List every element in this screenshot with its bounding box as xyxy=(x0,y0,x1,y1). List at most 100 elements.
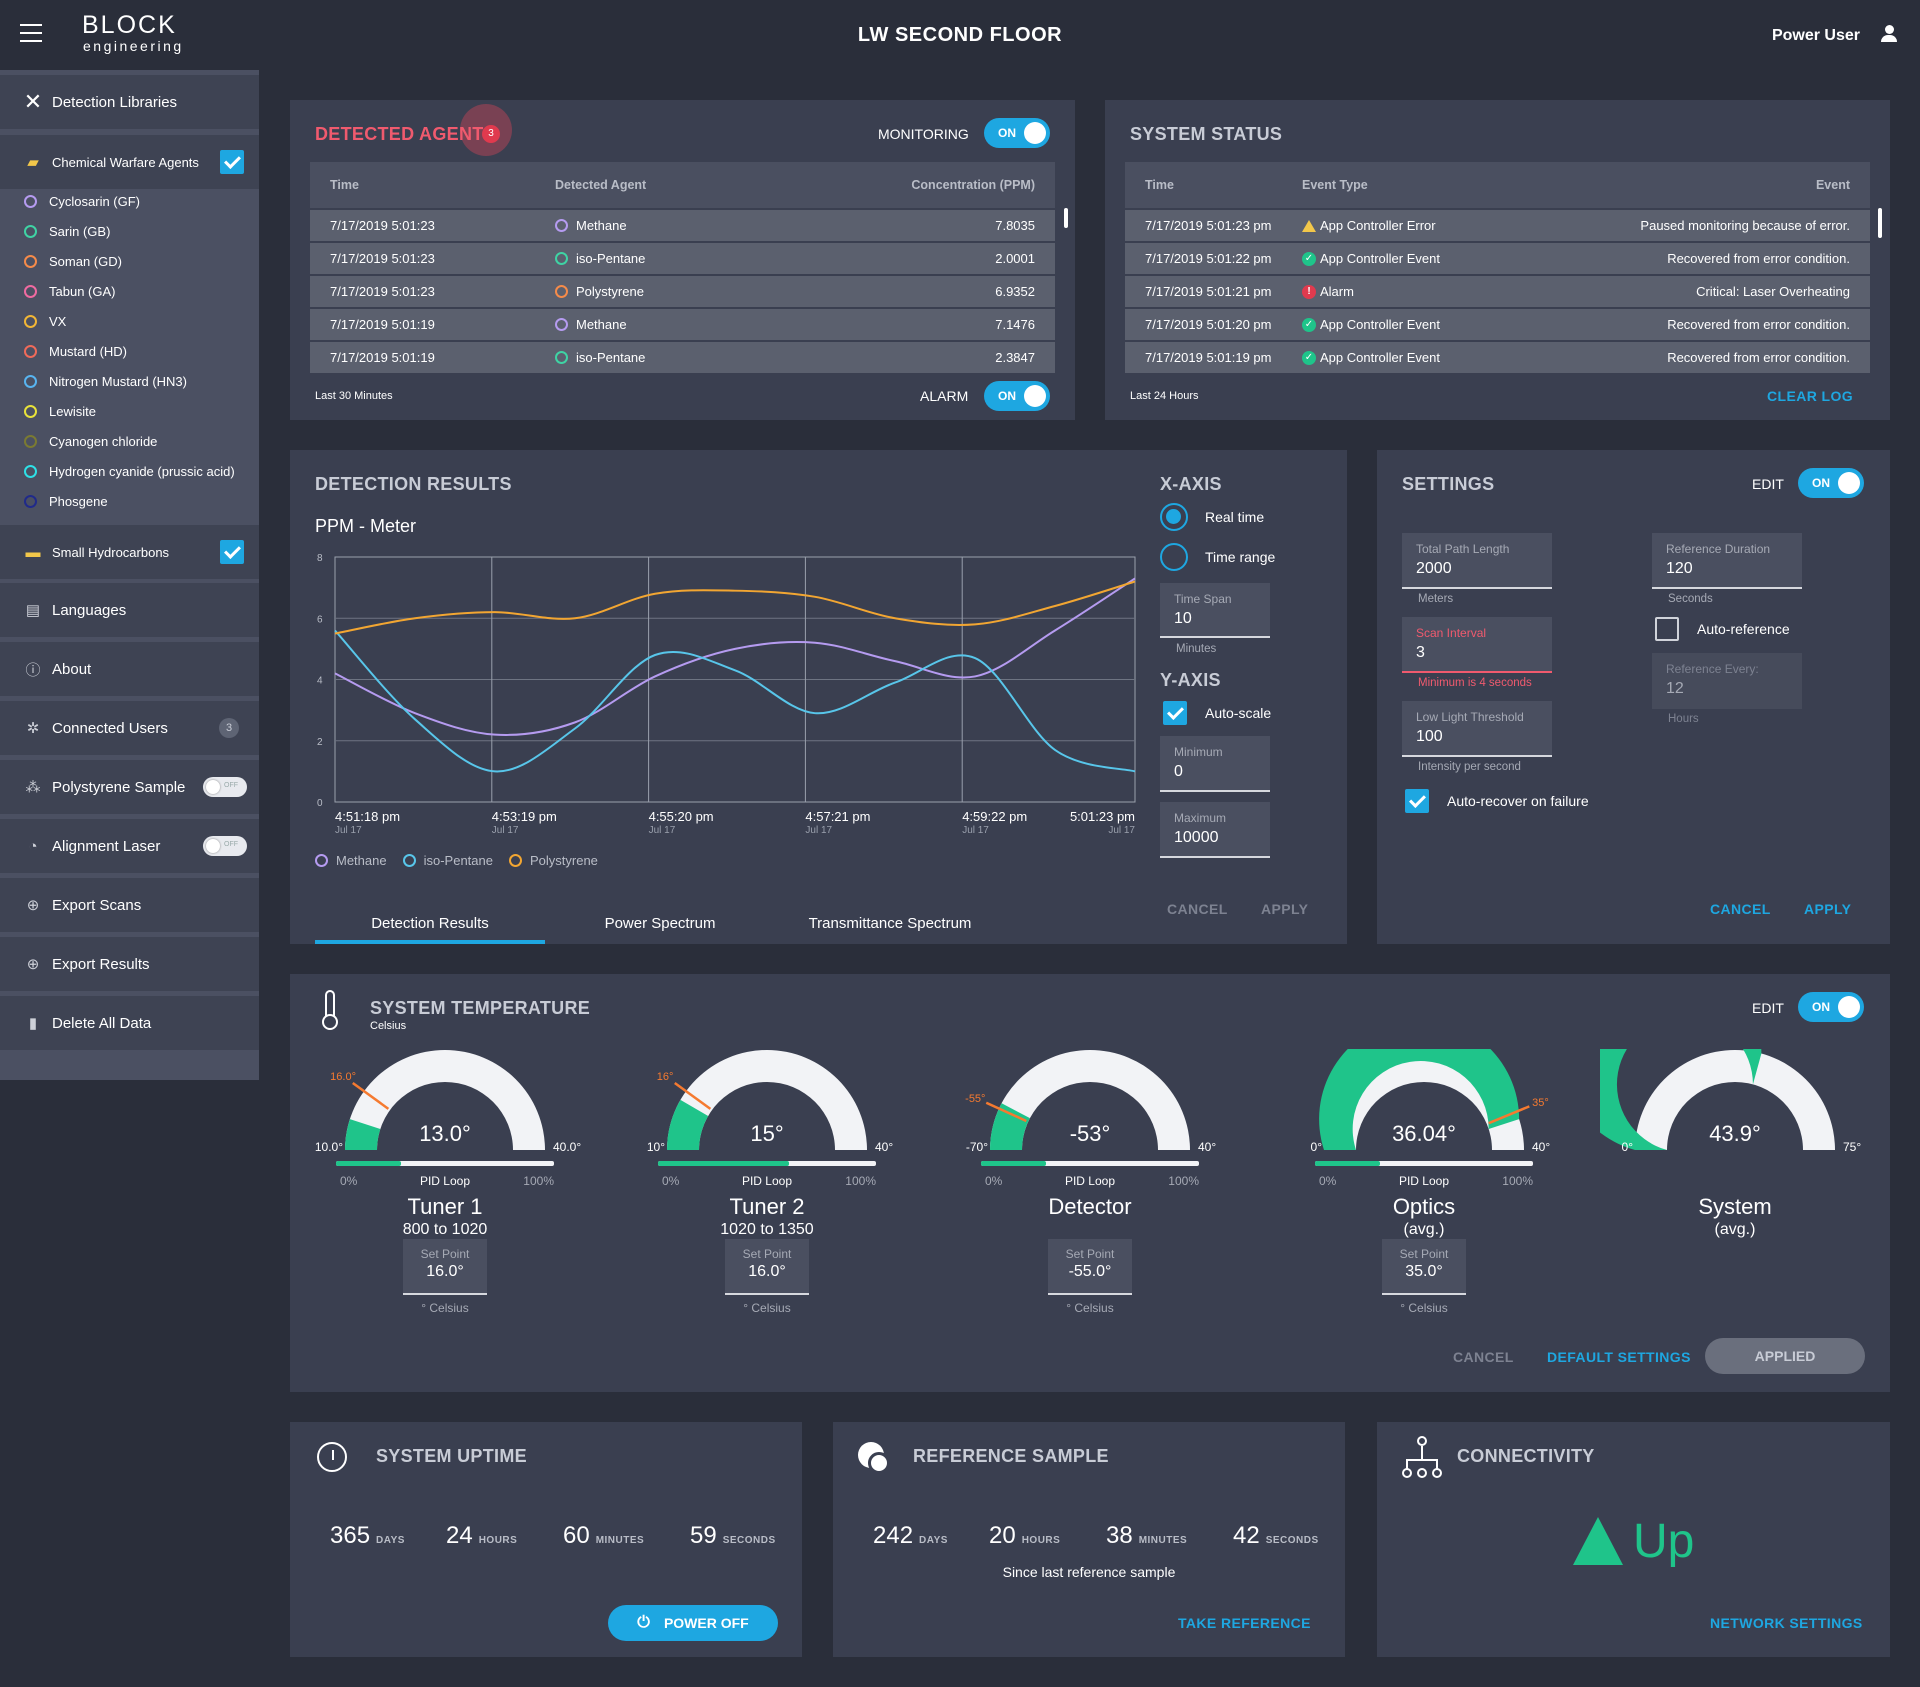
sidebar-item-export-scans[interactable]: ⊕ Export Scans xyxy=(0,878,259,932)
time-span-field[interactable]: Time Span 10 xyxy=(1160,583,1270,638)
pid-label: PID Loop xyxy=(1398,1174,1450,1188)
sidebar-item-connected-users[interactable]: ✲ Connected Users 3 xyxy=(0,701,259,755)
tab-power-spectrum[interactable]: Power Spectrum xyxy=(604,915,716,932)
sidebar-item-about[interactable]: ⓘ About xyxy=(0,642,259,696)
power-off-button[interactable]: ⏻ POWER OFF xyxy=(608,1605,778,1641)
agent-library-item[interactable]: #f06aa0Tabun (GA) xyxy=(24,284,115,299)
legend-item[interactable]: Methane xyxy=(315,853,387,868)
close-icon[interactable]: ✕ xyxy=(23,89,43,114)
polystyrene-toggle[interactable]: OFF xyxy=(203,777,247,797)
status-event: Recovered from error condition. xyxy=(1667,317,1850,332)
agent-library-item[interactable]: #7a7a32Cyanogen chloride xyxy=(24,434,157,449)
gauge-detector: -55° -53° -70° 40° 0% PID Loop 100% Detector Set… xyxy=(955,1049,1225,1349)
agent-time: 7/17/2019 5:01:19 xyxy=(330,317,435,332)
sidebar-item-detection-libraries[interactable]: ✕ Detection Libraries xyxy=(0,75,259,129)
agent-color-ring-icon: #f06aa0 xyxy=(24,285,37,298)
table-row[interactable]: 7/17/2019 5:01:20 pm ✓ App Controller Even… xyxy=(1125,309,1870,340)
set-point-field[interactable]: Set Point 16.0° xyxy=(403,1239,487,1295)
low-light-threshold-field[interactable]: Low Light Threshold 100 xyxy=(1402,701,1552,757)
set-point-field[interactable]: Set Point 35.0° xyxy=(1382,1239,1466,1295)
sidebar-item-languages[interactable]: ▤ Languages xyxy=(0,583,259,637)
table-row[interactable]: 7/17/2019 5:01:23 #3fd3a4iso-Pentane 2.000… xyxy=(310,243,1055,274)
agent-library-item[interactable]: #f2b636VX xyxy=(24,314,66,329)
agents-scrollbar[interactable] xyxy=(1064,208,1068,228)
gauge-optics: 35° 36.04° 0° 40° 0% PID Loop 100% Optics (avg.)… xyxy=(1289,1049,1559,1349)
check-circle-icon: ✓ xyxy=(1302,251,1316,266)
status-scrollbar[interactable] xyxy=(1878,208,1882,238)
default-settings-button[interactable]: DEFAULT SETTINGS xyxy=(1547,1349,1691,1365)
agent-library-item[interactable]: #3fd3a4Sarin (GB) xyxy=(24,224,110,239)
total-path-length-field[interactable]: Total Path Length 2000 xyxy=(1402,533,1552,589)
y-maximum-field[interactable]: Maximum 10000 xyxy=(1160,802,1270,858)
settings-panel: SETTINGS EDIT ON Total Path Length 2000 M… xyxy=(1377,450,1890,944)
sidebar-item-alignment-laser[interactable]: ◔ Alignment Laser OFF xyxy=(0,819,259,873)
detected-agents-title: DETECTED AGENTS xyxy=(315,124,496,144)
auto-reference-checkbox[interactable] xyxy=(1655,617,1679,641)
table-row[interactable]: 7/17/2019 5:01:21 pm ! Alarm Critical: Lase… xyxy=(1125,276,1870,307)
agent-library-item[interactable]: #ef6a5aMustard (HD) xyxy=(24,344,127,359)
detection-results-panel: DETECTION RESULTS PPM - Meter 0 2 4 6 8 4:51:… xyxy=(290,450,1347,944)
agent-color-ring-icon: #3fd3a4 xyxy=(24,225,37,238)
cwa-checkbox[interactable] xyxy=(220,150,244,174)
download-icon: ⊕ xyxy=(26,897,40,914)
set-point-field[interactable]: Set Point -55.0° xyxy=(1048,1239,1132,1295)
monitoring-toggle[interactable]: ON xyxy=(984,118,1050,148)
settings-apply-button[interactable]: APPLY xyxy=(1804,901,1852,917)
take-reference-button[interactable]: TAKE REFERENCE xyxy=(1178,1615,1311,1631)
scan-interval-field[interactable]: Scan Interval 3 xyxy=(1402,617,1552,673)
real-time-radio[interactable] xyxy=(1160,503,1188,531)
user-icon[interactable] xyxy=(1881,25,1897,43)
gauge-name: Tuner 1 xyxy=(407,1194,483,1219)
auto-recover-checkbox[interactable] xyxy=(1405,789,1429,813)
setpoint-marker xyxy=(1488,1105,1530,1125)
sidebar-item-polystyrene-sample[interactable]: ⁂ Polystyrene Sample OFF xyxy=(0,760,259,814)
alignment-toggle[interactable]: OFF xyxy=(203,836,247,856)
table-row[interactable]: 7/17/2019 5:01:22 pm ✓ App Controller Even… xyxy=(1125,243,1870,274)
y-minimum-field[interactable]: Minimum 0 xyxy=(1160,736,1270,792)
agent-library-item[interactable]: #e8e23aLewisite xyxy=(24,404,96,419)
status-event: Recovered from error condition. xyxy=(1667,350,1850,365)
tab-detection-results[interactable]: Detection Results xyxy=(371,915,489,932)
agent-library-item[interactable]: #202a8aPhosgene xyxy=(24,494,108,509)
table-row[interactable]: 7/17/2019 5:01:19 #b59bf0Methane 7.1476 xyxy=(310,309,1055,340)
time-range-radio[interactable] xyxy=(1160,543,1188,571)
connected-users-badge: 3 xyxy=(219,718,239,738)
table-row[interactable]: 7/17/2019 5:01:19 #3fd3a4iso-Pentane 2.384… xyxy=(310,342,1055,373)
menu-icon[interactable] xyxy=(20,24,42,42)
network-settings-button[interactable]: NETWORK SETTINGS xyxy=(1710,1615,1863,1631)
sidebar-item-export-results[interactable]: ⊕ Export Results xyxy=(0,937,259,991)
alarm-toggle[interactable]: ON xyxy=(984,381,1050,411)
agent-library-item[interactable]: #f58b4aSoman (GD) xyxy=(24,254,122,269)
agent-library-item[interactable]: #58b4f0Nitrogen Mustard (HN3) xyxy=(24,374,187,389)
x-tick-label: 4:51:18 pm xyxy=(335,809,400,824)
sidebar-item-cwa[interactable]: ▰ Chemical Warfare Agents xyxy=(0,135,259,189)
pid-label: PID Loop xyxy=(419,1174,471,1188)
sidebar-item-delete-all[interactable]: ▮ Delete All Data xyxy=(0,996,259,1050)
agent-library-item[interactable]: #2ee0e6Hydrogen cyanide (prussic acid) xyxy=(24,464,235,479)
results-cancel-button[interactable]: CANCEL xyxy=(1167,901,1228,917)
table-row[interactable]: 7/17/2019 5:01:23 #b59bf0Methane 7.8035 xyxy=(310,210,1055,241)
results-apply-button[interactable]: APPLY xyxy=(1261,901,1309,917)
legend-item[interactable]: Polystyrene xyxy=(508,853,598,868)
settings-cancel-button[interactable]: CANCEL xyxy=(1710,901,1771,917)
table-row[interactable]: 7/17/2019 5:01:19 pm ✓ App Controller Even… xyxy=(1125,342,1870,373)
y-tick-label: 8 xyxy=(317,553,323,564)
set-point-field[interactable]: Set Point 16.0° xyxy=(725,1239,809,1295)
temp-edit-toggle[interactable]: ON xyxy=(1798,992,1864,1022)
legend-item[interactable]: iso-Pentane xyxy=(402,853,493,868)
settings-edit-toggle[interactable]: ON xyxy=(1798,468,1864,498)
tab-transmittance-spectrum[interactable]: Transmittance Spectrum xyxy=(808,915,972,932)
agent-library-item[interactable]: #b59bf0Cyclosarin (GF) xyxy=(24,194,140,209)
temp-cancel-button[interactable]: CANCEL xyxy=(1453,1349,1514,1365)
applied-button[interactable]: APPLIED xyxy=(1705,1338,1865,1374)
table-row[interactable]: 7/17/2019 5:01:23 #f58b4aPolystyrene 6.935… xyxy=(310,276,1055,307)
reference-duration-field[interactable]: Reference Duration 120 xyxy=(1652,533,1802,589)
sidebar-item-small-hydrocarbons[interactable]: ▬ Small Hydrocarbons xyxy=(0,525,259,579)
gauge-subtitle: (avg.) xyxy=(1714,1221,1756,1238)
auto-scale-checkbox[interactable] xyxy=(1163,701,1187,725)
small-hydrocarbons-checkbox[interactable] xyxy=(220,540,244,564)
clear-log-button[interactable]: CLEAR LOG xyxy=(1767,388,1854,404)
user-name[interactable]: Power User xyxy=(1771,27,1860,44)
table-row[interactable]: 7/17/2019 5:01:23 pm App Controller Error… xyxy=(1125,210,1870,241)
